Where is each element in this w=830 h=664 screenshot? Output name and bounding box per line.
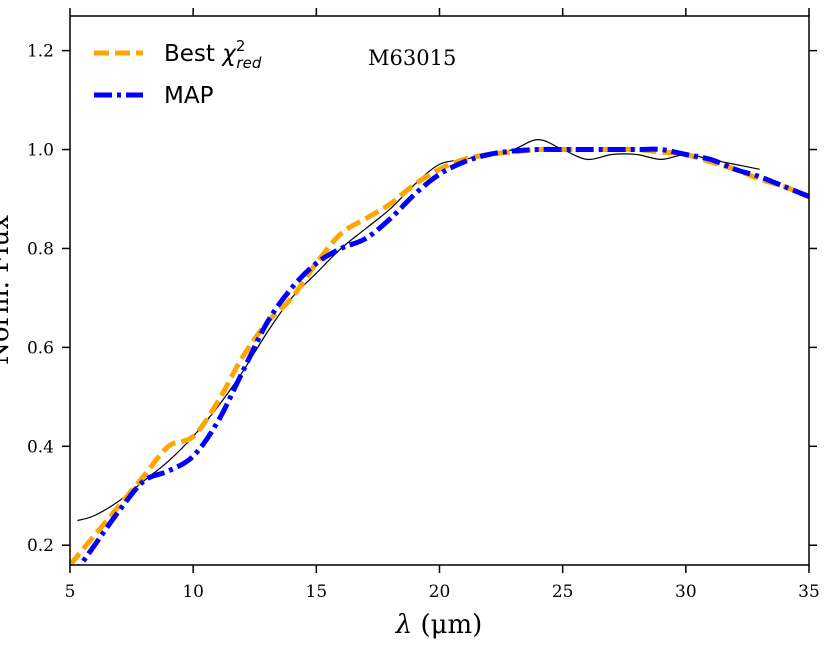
x-tick-label: 20 [429,582,451,602]
axis-ticks: 5 10 15 20 25 30 35 0.2 0.4 0.6 0.8 1.0 1.2 [27,8,820,602]
plot-content [70,139,809,565]
y-tick-label: 1.2 [27,42,54,62]
x-tick-label: 25 [552,582,574,602]
y-tick-label: 0.6 [27,338,54,358]
y-tick-label: 0.2 [27,536,54,556]
series-line-0 [77,139,760,522]
x-tick-label: 35 [798,582,820,602]
y-axis-label: Norm. Flux [0,215,15,365]
legend: Best χ2 red MAP [94,37,262,109]
x-tick-label: 10 [182,582,204,602]
y-tick-label: 0.4 [27,437,54,457]
x-tick-label: 5 [65,582,76,602]
series-line-2 [77,146,809,565]
y-tick-label: 0.8 [27,239,54,259]
annotation-label: M63015 [368,46,456,70]
x-tick-label: 30 [675,582,697,602]
y-tick-label: 1.0 [27,141,54,161]
legend-label-map: MAP [164,83,214,109]
x-axis-label: λ (μm) [395,610,483,640]
legend-label-best: Best χ2 red [164,37,262,72]
x-tick-label: 15 [306,582,328,602]
series-line-1 [70,146,809,565]
